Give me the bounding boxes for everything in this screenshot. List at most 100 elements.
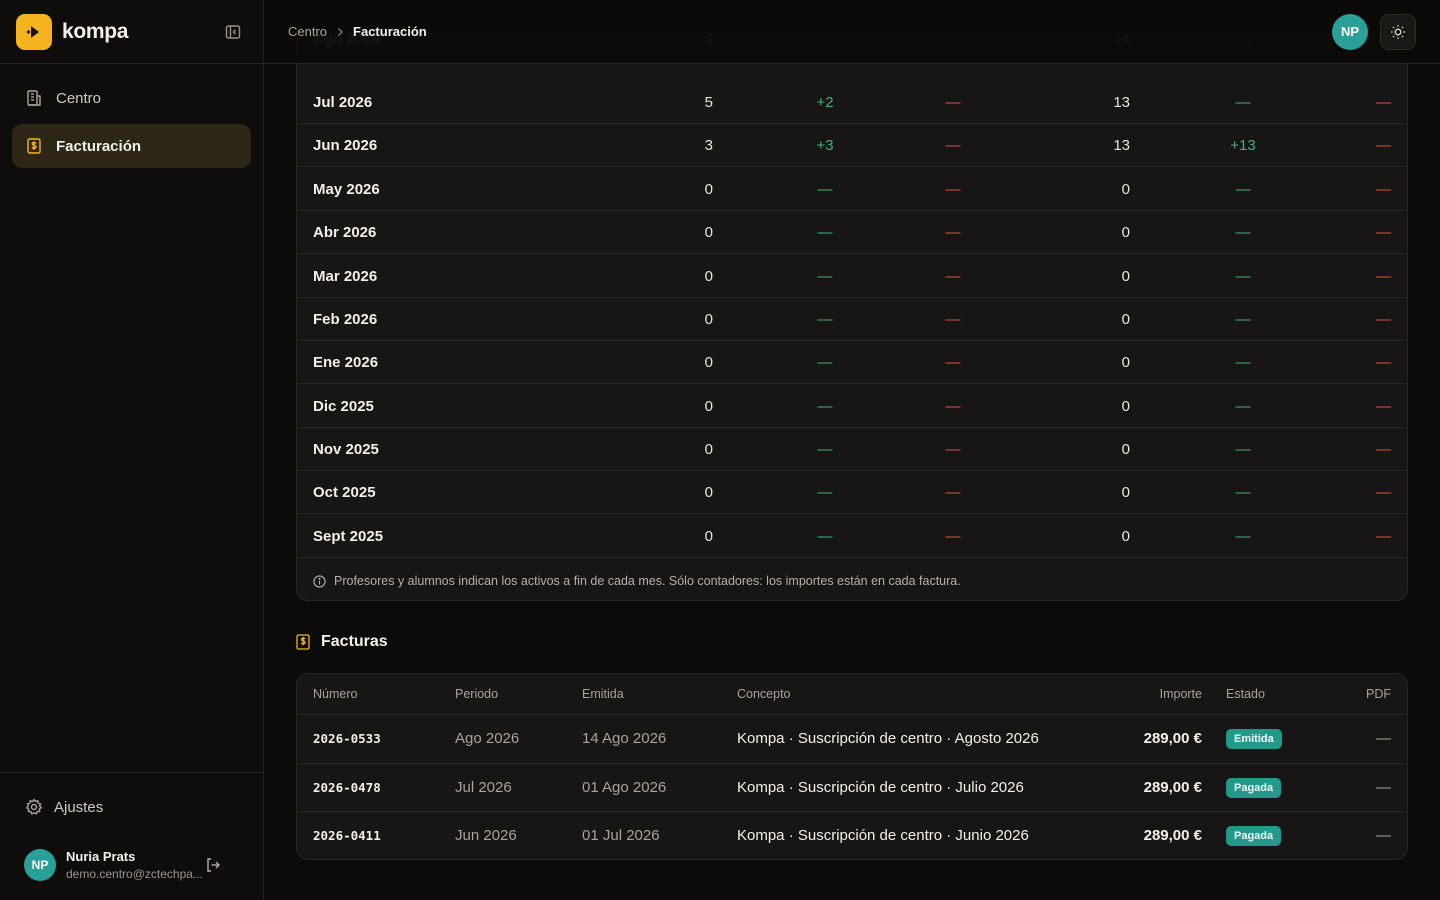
stats-profesores: 0: [704, 268, 713, 285]
col-importe[interactable]: Importe: [1159, 687, 1202, 701]
table-row[interactable]: 2026-0533 Ago 2026 14 Ago 2026 Kompa · Susc…: [297, 715, 1407, 764]
stats-month: Ene 2026: [313, 354, 379, 371]
stats-alum-baja: —: [1376, 311, 1391, 328]
col-numero[interactable]: Número: [313, 687, 358, 701]
stats-alumnos: 0: [1121, 181, 1130, 198]
invoice-amount: 289,00 €: [1143, 827, 1202, 844]
stats-alum-alta: —: [1235, 311, 1251, 328]
stats-profesores: 3: [704, 137, 713, 154]
kompa-logo-icon[interactable]: [16, 13, 52, 50]
col-concepto[interactable]: Concepto: [737, 687, 791, 701]
invoice-number: 2026-0411: [313, 828, 381, 843]
stats-prof-alta: —: [817, 354, 833, 371]
stats-alum-alta: —: [1235, 441, 1251, 458]
invoice-icon: [296, 634, 312, 650]
table-row: Jul 2026 5 +2 — 13 — —: [297, 81, 1407, 125]
stats-alumnos: 0: [1121, 528, 1130, 545]
stats-prof-baja: —: [945, 354, 961, 371]
invoice-issued-date: 01 Ago 2026: [582, 778, 667, 796]
col-pdf: PDF: [1366, 687, 1391, 701]
stats-alum-alta: —: [1235, 94, 1251, 111]
table-row: Sept 2025 0 — — 0 — —: [297, 515, 1407, 559]
stats-prof-baja: —: [945, 441, 961, 458]
stats-alum-baja: —: [1376, 528, 1391, 545]
stats-footnote: Profesores y alumnos indican los activos…: [297, 561, 1407, 600]
stats-month: Nov 2025: [313, 441, 379, 458]
theme-toggle-button[interactable]: [1380, 13, 1416, 50]
sidebar-item-centro[interactable]: Centro: [12, 76, 251, 120]
breadcrumb-centro[interactable]: Centro: [288, 24, 328, 39]
stats-alum-baja: —: [1376, 441, 1391, 458]
avatar: NP: [24, 849, 56, 881]
table-row: May 2026 0 — — 0 — —: [297, 168, 1407, 212]
table-row: Mar 2026 0 — — 0 — —: [297, 255, 1407, 299]
stats-profesores: 0: [704, 484, 713, 501]
user-profile[interactable]: NP Nuria Prats demo.centro@zctechpa...: [12, 837, 251, 893]
stats-prof-alta: —: [817, 484, 833, 501]
sidebar: kompa Centro: [0, 0, 264, 900]
stats-prof-baja: —: [945, 268, 961, 285]
building-icon: [24, 88, 44, 108]
invoice-number: 2026-0478: [313, 779, 381, 795]
table-row: Jun 2026 3 +3 — 13 +13 —: [297, 124, 1407, 168]
info-icon: [313, 574, 327, 588]
stats-alumnos: 0: [1121, 311, 1130, 328]
stats-note-text: Profesores y alumnos indican los activos…: [334, 574, 961, 588]
table-row: Nov 2025 0 — — 0 — —: [297, 428, 1407, 472]
stats-prof-baja: —: [945, 528, 961, 545]
stats-alumnos: 0: [1121, 398, 1130, 415]
invoice-pdf-link[interactable]: —: [1376, 778, 1391, 796]
stats-alum-baja: —: [1376, 398, 1391, 415]
stats-prof-alta: —: [817, 224, 833, 241]
stats-alum-baja: —: [1376, 181, 1391, 198]
stats-profesores: 0: [704, 224, 713, 241]
table-row[interactable]: 2026-0478 Jul 2026 01 Ago 2026 Kompa · Susc…: [297, 764, 1407, 812]
col-periodo[interactable]: Periodo: [455, 687, 499, 701]
stats-alum-alta: +13: [1230, 137, 1256, 154]
stats-month: May 2026: [313, 181, 380, 198]
sidebar-item-ajustes[interactable]: Ajustes: [12, 785, 251, 829]
col-estado[interactable]: Estado: [1226, 687, 1265, 701]
stats-alum-alta: —: [1235, 484, 1251, 501]
invoice-concept: Kompa · Suscripción de centro · Julio 20…: [737, 778, 1024, 796]
stats-alum-baja: —: [1376, 354, 1391, 371]
stats-prof-baja: —: [945, 398, 961, 415]
stats-month: Oct 2025: [313, 484, 376, 501]
user-name: Nuria Prats: [66, 849, 136, 864]
sidebar-footer: Ajustes NP Nuria Prats demo.centro@zctec…: [0, 772, 263, 900]
stats-month: Feb 2026: [313, 311, 378, 328]
stats-alum-alta: —: [1235, 354, 1251, 371]
logout-icon[interactable]: [203, 855, 223, 875]
sidebar-nav: Centro Facturación: [0, 64, 263, 184]
status-badge: Pagada: [1226, 826, 1282, 847]
invoice-number: 2026-0533: [313, 731, 381, 746]
top-header: Centro Facturación NP: [264, 0, 1440, 64]
table-row: Ene 2026 0 — — 0 — —: [297, 341, 1407, 385]
stats-month: Dic 2025: [313, 398, 374, 415]
stats-profesores: 0: [704, 181, 713, 198]
invoice-pdf-link[interactable]: —: [1376, 827, 1391, 844]
invoice-period: Jun 2026: [455, 827, 517, 844]
stats-alum-alta: —: [1235, 398, 1251, 415]
sidebar-item-facturacion[interactable]: Facturación: [12, 124, 251, 168]
stats-alumnos: 13: [1113, 137, 1130, 154]
stats-alum-baja: —: [1376, 94, 1391, 111]
col-emitida[interactable]: Emitida: [582, 687, 624, 701]
stats-alumnos: 0: [1121, 268, 1130, 285]
gear-icon: [24, 797, 44, 817]
header-avatar[interactable]: NP: [1332, 13, 1368, 50]
invoice-period: Ago 2026: [455, 730, 520, 747]
status-badge: Pagada: [1226, 777, 1282, 798]
stats-prof-alta: +2: [816, 94, 834, 111]
breadcrumb-current: Facturación: [353, 24, 427, 39]
stats-alum-alta: —: [1235, 268, 1251, 285]
invoice-issued-date: 14 Ago 2026: [582, 730, 667, 747]
stats-alum-alta: —: [1235, 181, 1251, 198]
stats-prof-baja: —: [945, 224, 961, 241]
stats-prof-baja: —: [945, 137, 961, 154]
table-row[interactable]: 2026-0411 Jun 2026 01 Jul 2026 Kompa · Susc…: [297, 812, 1407, 859]
table-row: Dic 2025 0 — — 0 — —: [297, 385, 1407, 429]
invoice-pdf-link[interactable]: —: [1376, 730, 1391, 747]
sidebar-collapse-icon[interactable]: [223, 22, 243, 42]
